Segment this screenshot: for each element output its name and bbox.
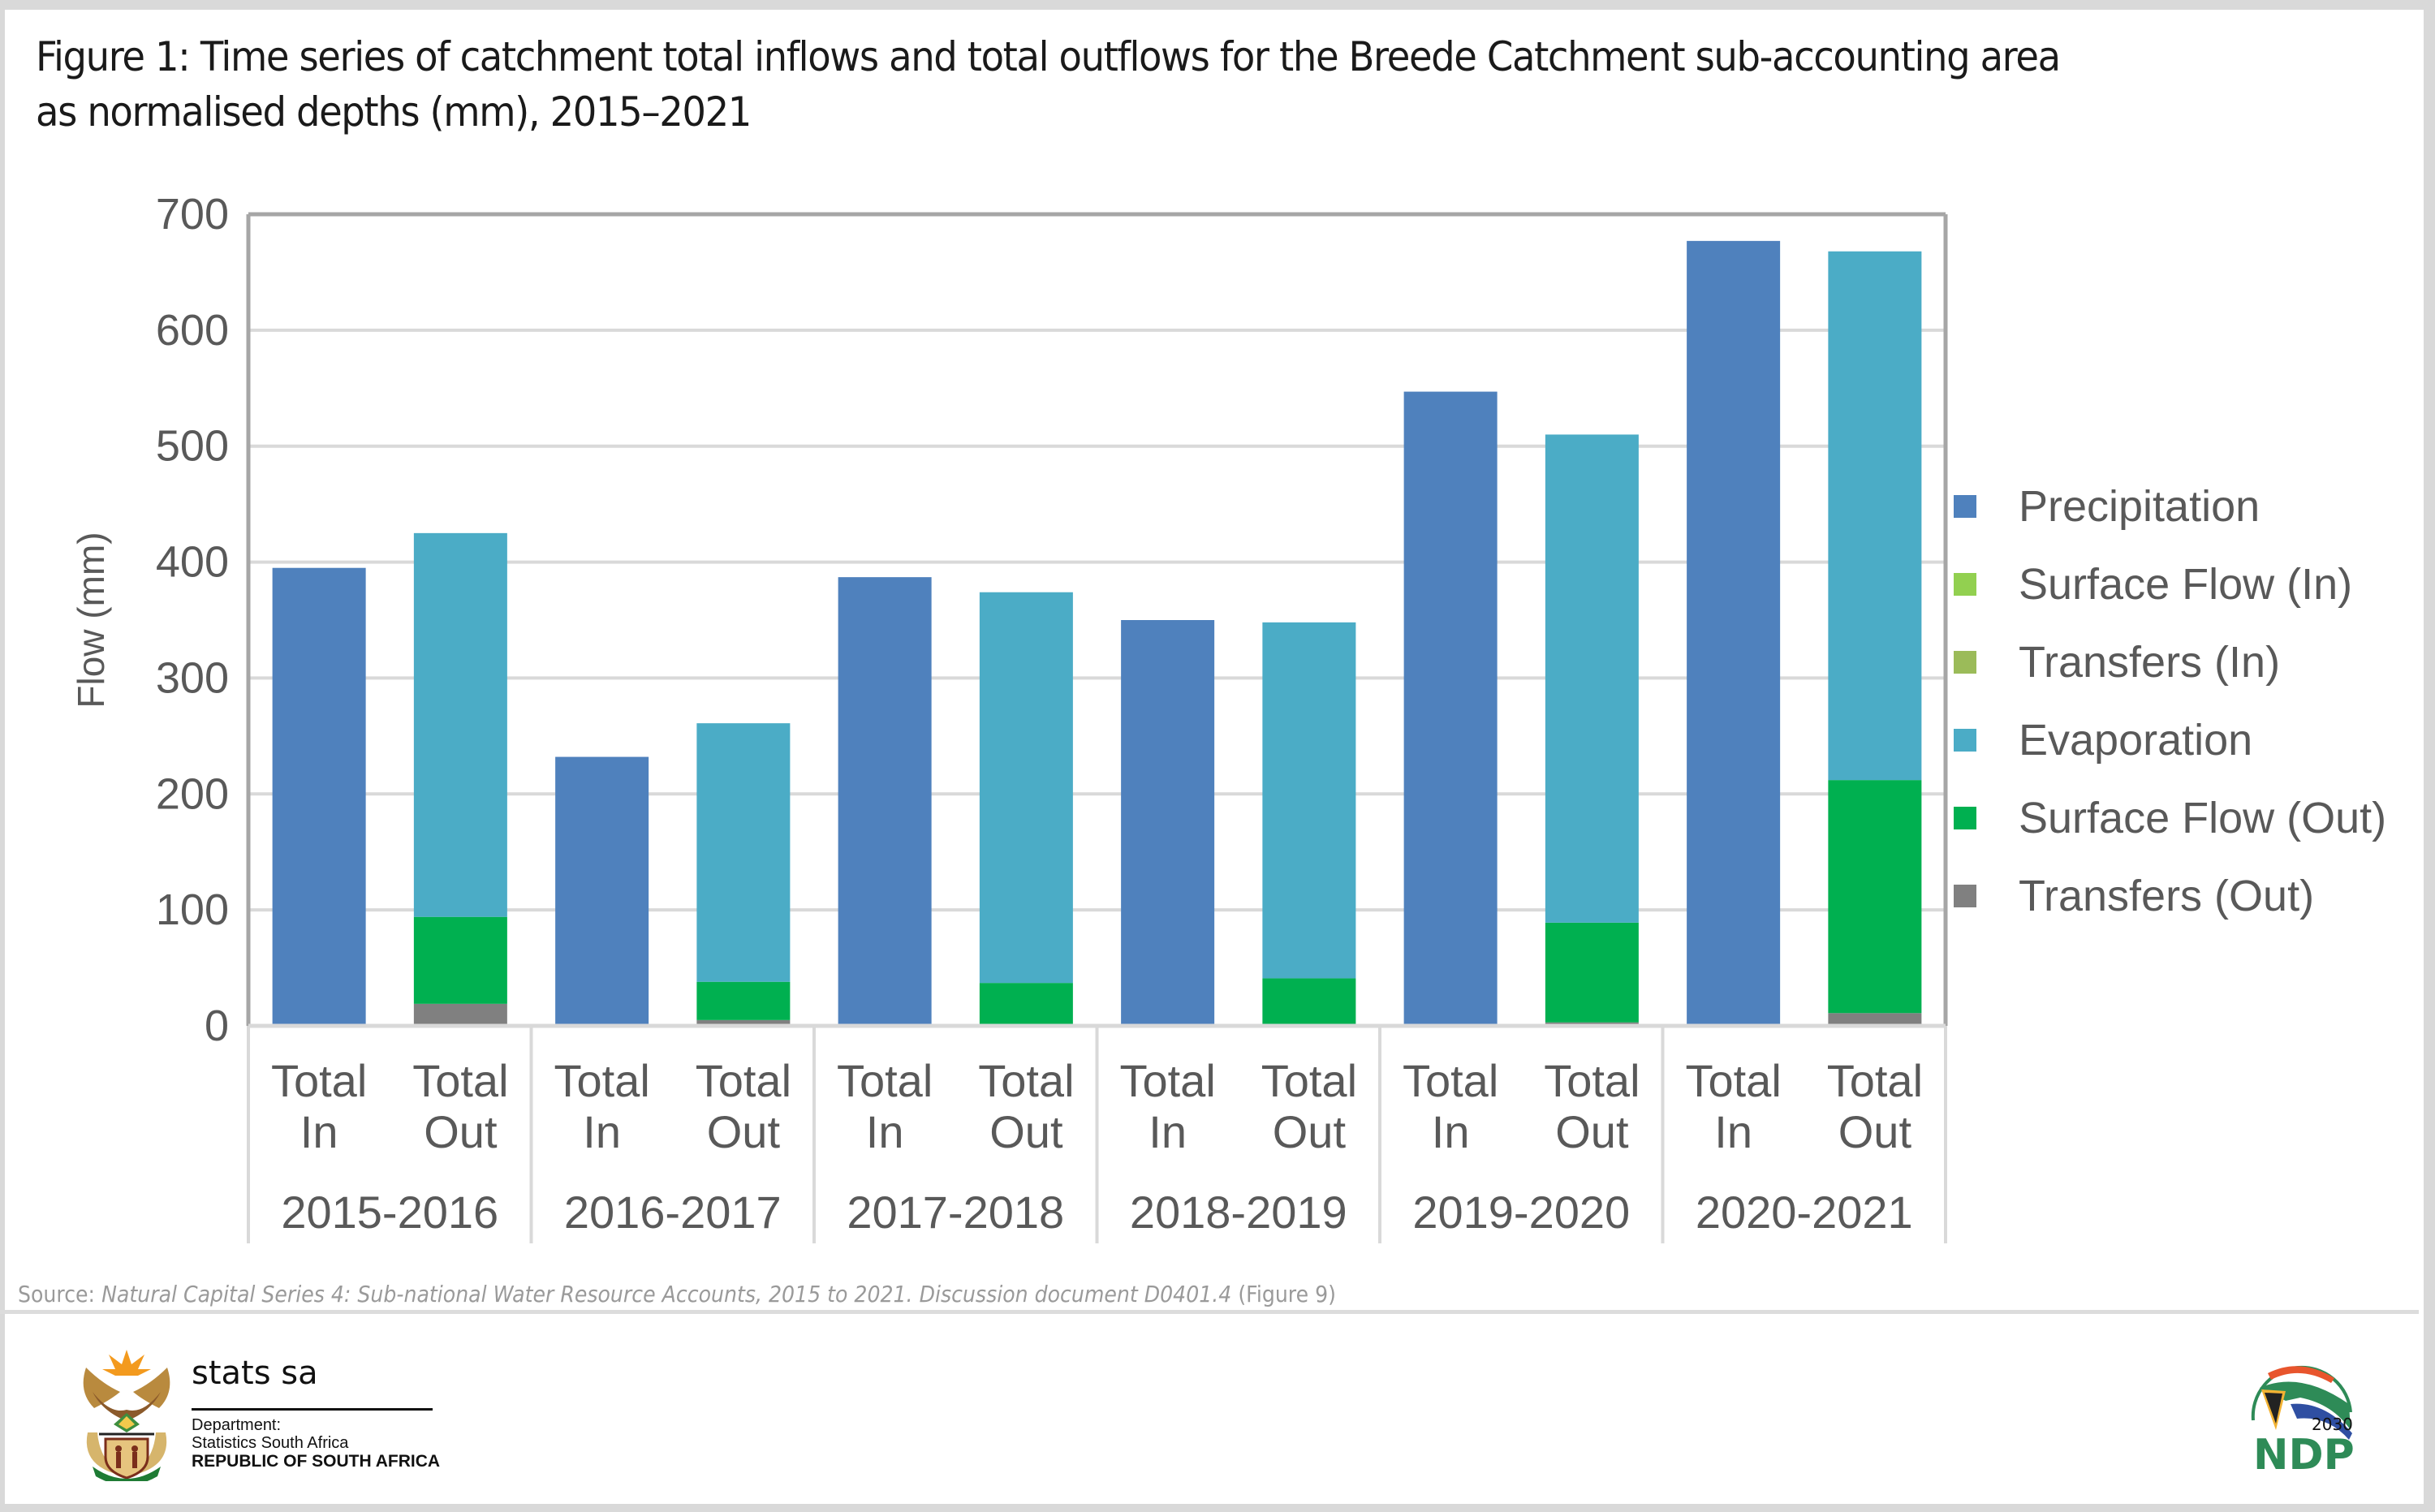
x-group-label: 2020-2021 — [1696, 1187, 1913, 1238]
bar-segment-precipitation — [1687, 240, 1781, 1026]
statssa-wordmark: stats sa — [192, 1355, 318, 1392]
bar-segment-precipitation — [555, 756, 649, 1026]
bar-segment-precipitation — [272, 567, 366, 1026]
figure-title: Figure 1: Time series of catchment total… — [36, 29, 2240, 140]
x-tick-label-line2: In — [1432, 1106, 1470, 1157]
bar-segment-evaporation — [696, 723, 791, 982]
x-tick-label-line2: In — [583, 1106, 621, 1157]
y-tick-label: 200 — [156, 769, 229, 818]
statssa-dept-line2: Statistics South Africa — [192, 1434, 349, 1452]
statssa-country: REPUBLIC OF SOUTH AFRICA — [192, 1452, 441, 1471]
legend-label: Transfers (Out) — [2019, 872, 2314, 920]
y-tick-label: 700 — [156, 190, 229, 239]
bar-segment-precipitation — [1403, 391, 1498, 1027]
legend-swatch — [1954, 807, 1976, 829]
x-tick-label-line2: In — [300, 1106, 338, 1157]
footer-divider — [0, 1310, 2419, 1314]
y-tick-label: 300 — [156, 653, 229, 702]
legend-swatch — [1954, 885, 1976, 907]
bar-segment-surface-flow-out — [979, 983, 1073, 1026]
ndp-year: 2030 — [2312, 1415, 2353, 1434]
x-tick-label-line2: In — [866, 1106, 904, 1157]
bar-segment-transfers-out — [413, 1003, 507, 1026]
x-tick-label-line1: Total — [1544, 1055, 1640, 1106]
legend-swatch — [1954, 573, 1976, 596]
x-tick-label-line1: Total — [1685, 1055, 1781, 1106]
bar-segment-evaporation — [1828, 251, 1922, 781]
statssa-dept-line1: Department: — [192, 1416, 282, 1434]
source-citation: Natural Capital Series 4: Sub-national W… — [101, 1281, 1232, 1307]
x-tick-label-line1: Total — [978, 1055, 1074, 1106]
bar-segment-surface-flow-out — [413, 916, 507, 1004]
bar-segment-evaporation — [1545, 434, 1639, 923]
bar-segment-precipitation — [1121, 620, 1215, 1026]
ndp-2030-logo: 2030 NDP — [2243, 1355, 2357, 1480]
y-tick-label: 0 — [205, 1002, 229, 1050]
legend-label: Precipitation — [2019, 482, 2260, 531]
x-tick-label-line1: Total — [412, 1055, 508, 1106]
x-tick-label-line1: Total — [554, 1055, 649, 1106]
figure-title-line1: Figure 1: Time series of catchment total… — [36, 33, 2061, 80]
bar-segment-surface-flow-out — [696, 981, 791, 1020]
coat-of-arms-icon — [83, 1350, 170, 1485]
bar-segment-evaporation — [979, 592, 1073, 984]
bar-segment-evaporation — [1262, 622, 1356, 979]
legend-label: Surface Flow (In) — [2019, 560, 2352, 609]
x-tick-label-line1: Total — [1827, 1055, 1923, 1106]
x-tick-label-line2: Out — [424, 1106, 498, 1157]
x-tick-label-line1: Total — [696, 1055, 791, 1106]
y-tick-label: 100 — [156, 885, 229, 934]
x-group-label: 2019-2020 — [1412, 1187, 1630, 1238]
figure-title-line2: as normalised depths (mm), 2015–2021 — [36, 88, 752, 136]
legend-label: Transfers (In) — [2019, 638, 2280, 687]
x-group-label: 2016-2017 — [564, 1187, 782, 1238]
legend-label: Surface Flow (Out) — [2019, 794, 2386, 842]
bar-segment-surface-flow-out — [1262, 978, 1356, 1026]
bar-segment-evaporation — [413, 532, 507, 917]
x-tick-label-line1: Total — [1119, 1055, 1215, 1106]
bar-segment-transfers-out — [696, 1019, 791, 1026]
legend-swatch — [1954, 729, 1976, 752]
legend-label: Evaporation — [2019, 716, 2252, 765]
bar-segment-surface-flow-out — [1828, 780, 1922, 1014]
x-tick-label-line1: Total — [1261, 1055, 1357, 1106]
bar-segment-surface-flow-out — [1545, 922, 1639, 1023]
x-tick-label-line2: Out — [1555, 1106, 1629, 1157]
source-note: Source: Natural Capital Series 4: Sub-na… — [18, 1281, 1336, 1307]
y-tick-label: 400 — [156, 538, 229, 587]
statssa-rule — [192, 1408, 433, 1411]
x-tick-label-line2: Out — [707, 1106, 781, 1157]
x-tick-label-line2: Out — [1273, 1106, 1347, 1157]
ndp-logo-icon: 2030 NDP — [2251, 1365, 2355, 1480]
x-tick-label-line1: Total — [1403, 1055, 1498, 1106]
x-tick-label-line2: In — [1149, 1106, 1187, 1157]
ndp-text: NDP — [2253, 1431, 2355, 1477]
legend-swatch — [1954, 651, 1976, 674]
x-tick-label-line2: Out — [1838, 1106, 1912, 1157]
x-tick-label-line1: Total — [837, 1055, 933, 1106]
x-tick-label-line2: Out — [989, 1106, 1063, 1157]
y-tick-label: 500 — [156, 422, 229, 471]
bar-segment-transfers-out — [1828, 1013, 1922, 1026]
source-suffix: (Figure 9) — [1231, 1281, 1336, 1307]
statssa-logo: stats sa Department: Statistics South Af… — [70, 1343, 459, 1485]
x-group-label: 2017-2018 — [847, 1187, 1064, 1238]
legend-swatch — [1954, 495, 1976, 518]
x-group-label: 2015-2016 — [281, 1187, 498, 1238]
y-tick-label: 600 — [156, 306, 229, 355]
x-tick-label-line2: In — [1714, 1106, 1752, 1157]
x-tick-label-line1: Total — [271, 1055, 367, 1106]
bar-segment-precipitation — [838, 577, 932, 1026]
y-axis-title: Flow (mm) — [70, 532, 112, 708]
x-group-label: 2018-2019 — [1130, 1187, 1347, 1238]
source-prefix: Source: — [18, 1281, 102, 1307]
